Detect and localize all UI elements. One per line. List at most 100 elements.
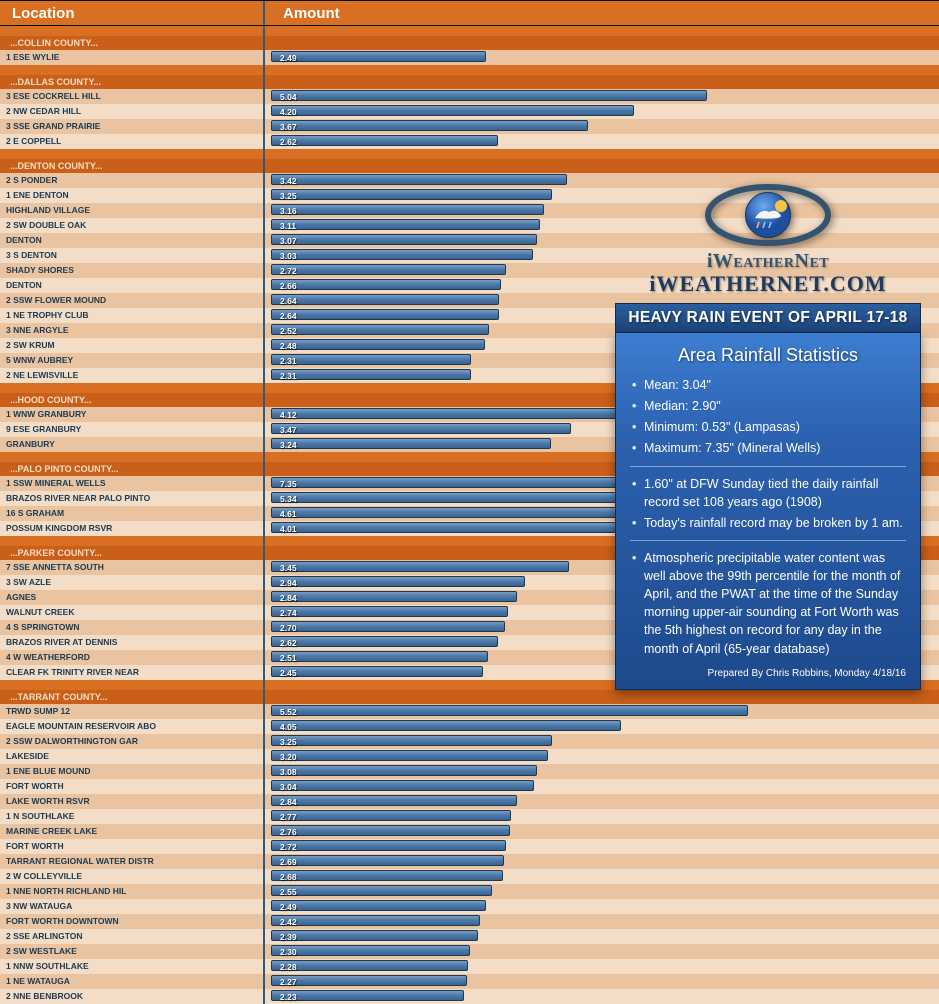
logo-text-1: iWeatherNet: [615, 250, 921, 273]
location-cell: 5 WNW AUBREY: [0, 353, 265, 368]
bar-value-label: 4.05: [280, 722, 297, 732]
data-row: 1 NNE NORTH RICHLAND HIL2.55: [0, 884, 939, 899]
stats-list-2: 1.60" at DFW Sunday tied the daily rainf…: [630, 475, 906, 532]
amount-cell: 2.76: [265, 824, 939, 839]
amount-cell: 2.49: [265, 50, 939, 65]
location-cell: BRAZOS RIVER NEAR PALO PINTO: [0, 491, 265, 506]
info-overlay: iWeatherNet iWEATHERNET.COM HEAVY RAIN E…: [615, 180, 921, 690]
bar-value-label: 4.01: [280, 524, 297, 534]
bar-value-label: 3.25: [280, 737, 297, 747]
location-cell: POSSUM KINGDOM RSVR: [0, 521, 265, 536]
value-bar: 2.66: [271, 279, 501, 290]
amount-cell: 2.42: [265, 914, 939, 929]
bar-value-label: 2.62: [280, 638, 297, 648]
location-cell: 4 W WEATHERFORD: [0, 650, 265, 665]
bar-value-label: 3.07: [280, 236, 297, 246]
value-bar: 4.12: [271, 408, 627, 419]
bar-value-label: 4.12: [280, 410, 297, 420]
location-cell: 4 S SPRINGTOWN: [0, 620, 265, 635]
stats-bullet: Maximum: 7.35" (Mineral Wells): [630, 439, 906, 457]
amount-cell: 2.77: [265, 809, 939, 824]
value-bar: 3.47: [271, 423, 571, 434]
stats-bullet: Median: 2.90": [630, 397, 906, 415]
data-row: TARRANT REGIONAL WATER DISTR2.69: [0, 854, 939, 869]
bar-value-label: 2.48: [280, 341, 297, 351]
prepared-by: Prepared By Chris Robbins, Monday 4/18/1…: [630, 668, 906, 679]
location-cell: SHADY SHORES: [0, 263, 265, 278]
value-bar: 2.76: [271, 825, 510, 836]
amount-cell: 2.72: [265, 839, 939, 854]
amount-cell: 2.39: [265, 929, 939, 944]
amount-cell: 3.20: [265, 749, 939, 764]
location-cell: GRANBURY: [0, 437, 265, 452]
stats-list-3: Atmospheric precipitable water content w…: [630, 549, 906, 658]
location-cell: MARINE CREEK LAKE: [0, 824, 265, 839]
event-title-banner: HEAVY RAIN EVENT OF APRIL 17-18: [615, 303, 921, 333]
value-bar: 3.07: [271, 234, 537, 245]
bar-value-label: 2.31: [280, 356, 297, 366]
bar-value-label: 5.34: [280, 494, 297, 504]
value-bar: 2.49: [271, 51, 486, 62]
value-bar: 2.84: [271, 591, 517, 602]
value-bar: 2.27: [271, 975, 467, 986]
value-bar: 2.69: [271, 855, 504, 866]
location-cell: FORT WORTH DOWNTOWN: [0, 914, 265, 929]
value-bar: 3.45: [271, 561, 569, 572]
value-bar: 2.23: [271, 990, 464, 1001]
spacer-row: [0, 65, 939, 75]
value-bar: 2.94: [271, 576, 525, 587]
data-row: FORT WORTH DOWNTOWN2.42: [0, 914, 939, 929]
bar-value-label: 2.55: [280, 887, 297, 897]
value-bar: 2.72: [271, 840, 506, 851]
bar-value-label: 7.35: [280, 479, 297, 489]
data-row: 2 W COLLEYVILLE2.68: [0, 869, 939, 884]
amount-cell: 2.62: [265, 134, 939, 149]
county-label: ...PARKER COUNTY...: [0, 546, 265, 560]
data-row: TRWD SUMP 125.52: [0, 704, 939, 719]
location-cell: 3 S DENTON: [0, 248, 265, 263]
location-cell: 3 SW AZLE: [0, 575, 265, 590]
bar-value-label: 2.72: [280, 266, 297, 276]
location-cell: FORT WORTH: [0, 779, 265, 794]
location-cell: 1 N SOUTHLAKE: [0, 809, 265, 824]
stats-bullet: Atmospheric precipitable water content w…: [630, 549, 906, 658]
location-cell: 1 ENE DENTON: [0, 188, 265, 203]
data-row: EAGLE MOUNTAIN RESERVOIR ABO4.05: [0, 719, 939, 734]
divider-2: [630, 540, 906, 541]
county-label: ...DENTON COUNTY...: [0, 159, 265, 173]
value-bar: 2.68: [271, 870, 503, 881]
data-row: 2 NW CEDAR HILL4.20: [0, 104, 939, 119]
bar-value-label: 2.74: [280, 608, 297, 618]
location-cell: 1 SSW MINERAL WELLS: [0, 476, 265, 491]
bar-value-label: 2.62: [280, 137, 297, 147]
bar-value-label: 2.23: [280, 992, 297, 1002]
value-bar: 2.30: [271, 945, 470, 956]
bar-value-label: 3.03: [280, 251, 297, 261]
amount-cell: 2.55: [265, 884, 939, 899]
stats-bullet: Minimum: 0.53" (Lampasas): [630, 418, 906, 436]
county-header-row: ...DENTON COUNTY...: [0, 159, 939, 173]
value-bar: 3.67: [271, 120, 588, 131]
amount-cell: 4.05: [265, 719, 939, 734]
value-bar: 2.64: [271, 294, 499, 305]
amount-cell: 2.28: [265, 959, 939, 974]
location-cell: WALNUT CREEK: [0, 605, 265, 620]
location-cell: TRWD SUMP 12: [0, 704, 265, 719]
value-bar: 2.49: [271, 900, 486, 911]
spacer-row: [0, 26, 939, 36]
bar-value-label: 2.27: [280, 977, 297, 987]
location-cell: 1 ENE BLUE MOUND: [0, 764, 265, 779]
bar-value-label: 2.69: [280, 857, 297, 867]
bar-value-label: 2.84: [280, 797, 297, 807]
location-cell: 2 SW WESTLAKE: [0, 944, 265, 959]
location-cell: CLEAR FK TRINITY RIVER NEAR: [0, 665, 265, 680]
bar-value-label: 2.68: [280, 872, 297, 882]
bar-value-label: 2.64: [280, 311, 297, 321]
county-header-row: ...DALLAS COUNTY...: [0, 75, 939, 89]
logo-text-2: iWEATHERNET.COM: [615, 271, 921, 297]
data-row: 2 SSE ARLINGTON2.39: [0, 929, 939, 944]
data-row: 2 SW WESTLAKE 2.30: [0, 944, 939, 959]
data-row: FORT WORTH3.04: [0, 779, 939, 794]
value-bar: 2.70: [271, 621, 505, 632]
location-cell: 2 NNE BENBROOK: [0, 989, 265, 1004]
